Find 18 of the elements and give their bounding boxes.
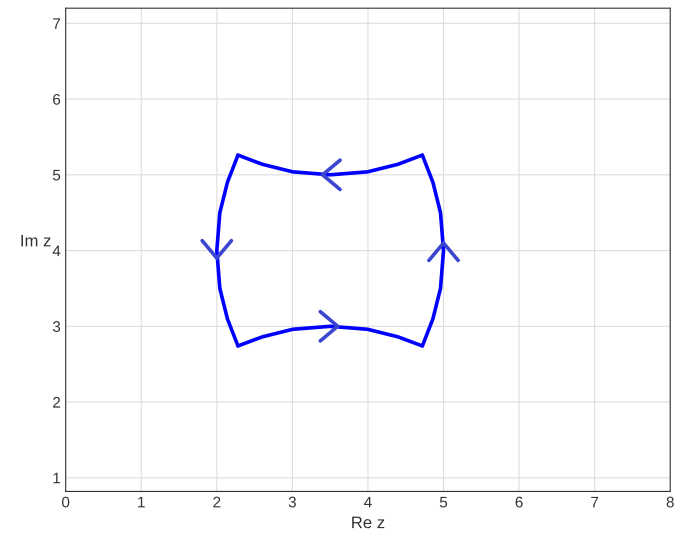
x-tick-label: 0	[62, 496, 70, 508]
y-tick-label: 3	[52, 321, 60, 332]
y-tick-label: 4	[52, 246, 60, 256]
x-axis-title: Re z	[352, 516, 384, 528]
y-tick-label: 2	[53, 396, 60, 408]
x-tick-label: 1	[138, 496, 145, 508]
x-tick-label: 8	[666, 496, 674, 508]
y-tick-label: 7	[53, 18, 60, 29]
y-axis-title: Im z	[21, 234, 51, 246]
x-tick-label: 3	[288, 496, 296, 508]
x-tick-label: 5	[440, 496, 448, 508]
y-tick-label: 5	[52, 170, 60, 180]
x-tick-label: 6	[516, 496, 523, 508]
x-tick-label: 7	[591, 496, 598, 508]
y-tick-label: 6	[53, 94, 60, 105]
x-tick-label: 4	[364, 496, 372, 508]
y-tick-label: 1	[53, 472, 60, 484]
x-tick-label: 2	[213, 496, 220, 508]
